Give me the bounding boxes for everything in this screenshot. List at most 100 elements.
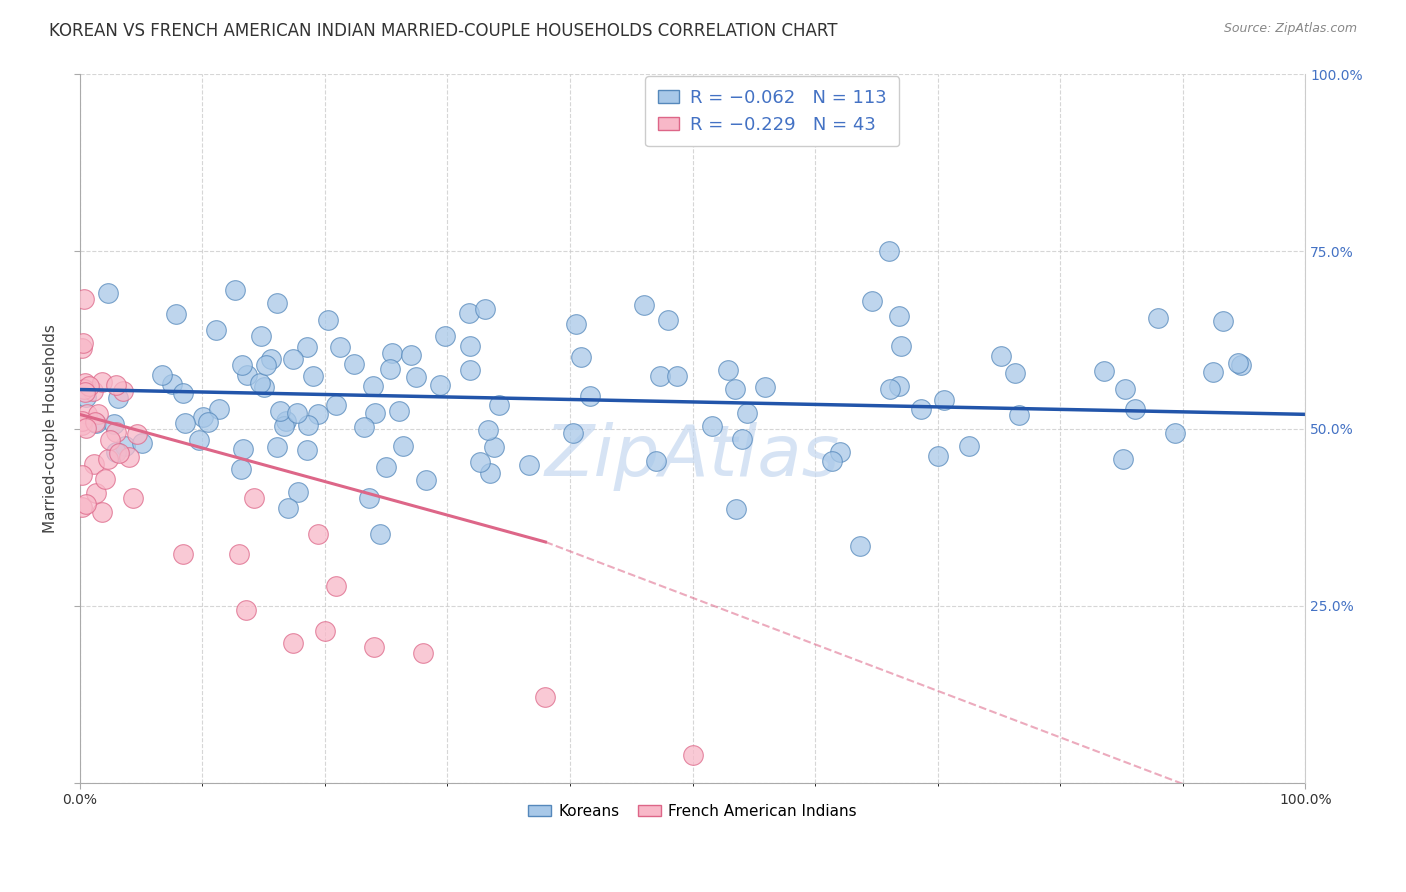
Point [73,292,96,306]
Point [314,624,336,638]
Point [724,502,747,516]
Point [188,433,211,447]
Point [754,379,776,393]
Point [889,379,911,393]
Point [277,501,299,516]
Point [97,452,120,467]
Point [412,646,434,660]
Point [392,439,415,453]
Point [657,312,679,326]
Point [75,421,97,435]
Point [388,403,411,417]
Point [250,329,273,343]
Point [249,376,271,390]
Point [242,491,264,505]
Point [172,547,194,561]
Point [260,351,283,366]
Point [73,376,96,390]
Point [731,432,754,446]
Point [460,338,482,352]
Point [957,439,980,453]
Point [105,377,128,392]
Point [561,426,583,441]
Point [374,460,396,475]
Point [103,417,125,431]
Point [191,410,214,425]
Point [910,402,932,417]
Point [107,445,129,459]
Point [723,382,745,396]
Point [828,445,851,459]
Point [70,467,93,482]
Text: KOREAN VS FRENCH AMERICAN INDIAN MARRIED-COUPLE HOUSEHOLDS CORRELATION CHART: KOREAN VS FRENCH AMERICAN INDIAN MARRIED… [49,22,838,40]
Point [415,474,437,488]
Point [165,307,187,321]
Point [363,640,385,655]
Point [1004,366,1026,380]
Point [229,462,252,476]
Point [316,312,339,326]
Point [285,406,308,420]
Point [482,440,505,454]
Point [932,393,955,408]
Point [162,376,184,391]
Point [75,498,97,512]
Point [231,358,253,372]
Point [283,636,305,650]
Point [77,378,100,392]
Point [105,425,128,439]
Point [97,285,120,300]
Point [266,296,288,310]
Point [174,417,197,431]
Point [363,406,385,420]
Point [307,407,329,421]
Point [666,368,689,383]
Point [879,382,901,396]
Point [105,444,128,458]
Point [1147,310,1170,325]
Point [633,298,655,312]
Point [118,450,141,464]
Point [1227,356,1250,370]
Point [1114,382,1136,396]
Point [353,419,375,434]
Point [112,384,135,398]
Point [283,351,305,366]
Point [1111,452,1133,467]
Point [860,294,883,309]
Point [253,380,276,394]
Point [254,358,277,372]
Point [87,407,110,421]
Point [150,368,173,383]
Point [1008,409,1031,423]
Point [86,485,108,500]
Point [228,548,250,562]
Point [197,415,219,429]
Point [90,375,112,389]
Point [90,505,112,519]
Point [399,348,422,362]
Point [295,442,318,457]
Point [131,436,153,450]
Point [1164,425,1187,440]
Point [478,466,501,480]
Point [94,472,117,486]
Point [433,329,456,343]
Legend: Koreans, French American Indians: Koreans, French American Indians [522,797,863,825]
Point [329,340,352,354]
Point [70,414,93,428]
Point [82,384,104,398]
Point [75,390,97,404]
Point [458,306,481,320]
Y-axis label: Married-couple Households: Married-couple Households [44,324,58,533]
Point [83,415,105,429]
Point [232,442,254,456]
Point [107,391,129,405]
Point [378,361,401,376]
Point [1229,358,1251,372]
Point [72,335,94,350]
Point [295,340,318,354]
Point [274,414,297,428]
Point [205,323,228,337]
Point [381,345,404,359]
